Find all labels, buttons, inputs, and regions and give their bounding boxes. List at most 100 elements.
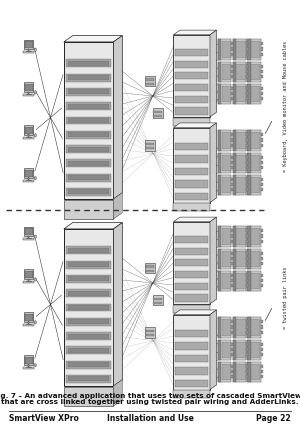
Bar [246, 161, 248, 164]
Bar [24, 40, 33, 49]
Bar [232, 271, 236, 292]
Bar [246, 139, 248, 142]
Bar [68, 377, 110, 381]
Bar [232, 362, 236, 382]
Bar [248, 317, 251, 338]
Bar [251, 64, 260, 80]
Bar [222, 41, 231, 58]
Bar [231, 87, 233, 90]
Bar [23, 367, 34, 369]
Bar [231, 262, 233, 265]
Bar [246, 133, 248, 136]
Bar [232, 84, 246, 105]
Polygon shape [173, 217, 217, 222]
Text: Installation and Use: Installation and Use [106, 414, 194, 422]
Bar [145, 76, 155, 86]
Bar [146, 82, 154, 85]
Bar [175, 61, 208, 68]
Bar [68, 291, 110, 296]
Bar [28, 49, 29, 51]
Bar [261, 42, 263, 45]
Bar [68, 132, 110, 137]
Bar [246, 188, 248, 191]
Bar [218, 39, 231, 60]
Bar [246, 320, 248, 323]
Bar [236, 273, 246, 289]
Bar [218, 130, 231, 151]
Bar [222, 228, 231, 245]
Circle shape [34, 363, 37, 367]
Polygon shape [64, 223, 122, 229]
Bar [175, 108, 208, 114]
Bar [248, 62, 251, 82]
Bar [66, 60, 111, 67]
Bar [175, 380, 208, 387]
Bar [173, 305, 210, 313]
Bar [145, 140, 155, 150]
Bar [248, 39, 251, 60]
Bar [232, 317, 246, 338]
Bar [231, 375, 233, 378]
Bar [222, 273, 231, 289]
Bar [23, 324, 34, 326]
Bar [218, 226, 231, 247]
Bar [175, 180, 208, 187]
Bar [153, 298, 162, 300]
Bar [231, 42, 233, 45]
Bar [231, 252, 233, 255]
Bar [246, 42, 248, 45]
Bar [232, 226, 246, 247]
Circle shape [34, 235, 37, 238]
Bar [222, 155, 231, 171]
Text: = Keyboard, Video monitor and Mouse cables: = Keyboard, Video monitor and Mouse cabl… [283, 41, 287, 172]
Bar [251, 364, 260, 380]
Bar [261, 53, 263, 56]
Bar [175, 84, 208, 91]
Bar [23, 281, 34, 283]
Bar [28, 279, 29, 281]
Bar [231, 274, 233, 277]
Bar [246, 97, 248, 100]
Bar [68, 175, 110, 180]
Bar [64, 42, 113, 199]
Text: = twisted pair links: = twisted pair links [283, 266, 287, 329]
Bar [222, 364, 231, 380]
Bar [261, 240, 263, 243]
Bar [261, 353, 263, 356]
Bar [261, 188, 263, 191]
Bar [68, 89, 110, 94]
Bar [261, 97, 263, 100]
Bar [24, 312, 33, 322]
Bar [66, 275, 111, 283]
Bar [231, 343, 233, 346]
Bar [66, 174, 111, 181]
Bar [222, 132, 231, 149]
Bar [231, 183, 233, 186]
Bar [231, 326, 233, 329]
Bar [251, 177, 260, 193]
Bar [248, 84, 251, 105]
Bar [173, 204, 210, 211]
Bar [246, 252, 248, 255]
Bar [236, 41, 246, 58]
Bar [232, 175, 246, 196]
Bar [173, 314, 210, 390]
Circle shape [34, 278, 37, 281]
Text: that are cross linked together using twisted pair wiring and AdderLinks.: that are cross linked together using twi… [1, 399, 299, 405]
Bar [236, 364, 246, 380]
Bar [173, 222, 210, 304]
Bar [23, 137, 34, 139]
Bar [246, 284, 248, 287]
Polygon shape [173, 30, 217, 35]
Polygon shape [113, 223, 122, 386]
Bar [68, 319, 110, 324]
Bar [66, 116, 111, 125]
Bar [25, 314, 33, 321]
Bar [25, 271, 33, 278]
Bar [68, 248, 110, 253]
Bar [248, 153, 251, 173]
Bar [218, 153, 221, 173]
Bar [218, 175, 231, 196]
Circle shape [34, 320, 37, 324]
Bar [246, 87, 248, 90]
